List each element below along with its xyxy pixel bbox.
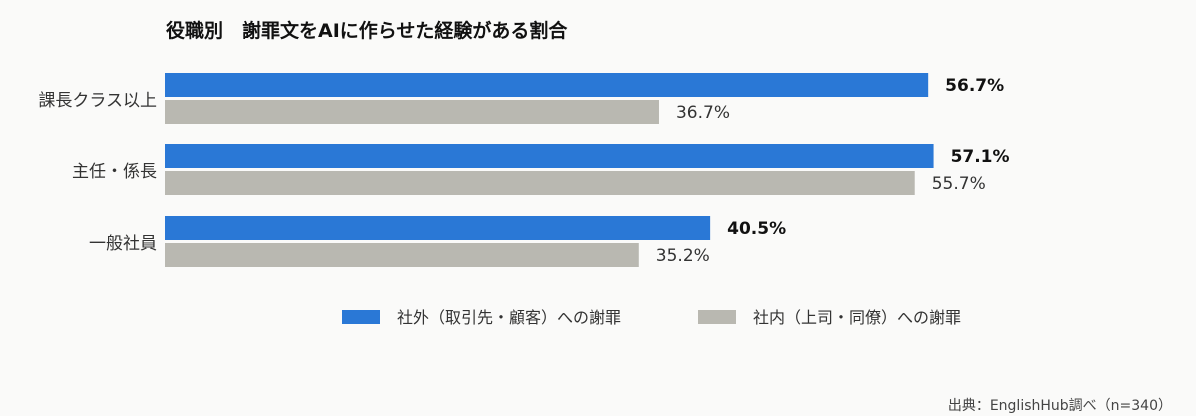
value-label: 55.7%	[932, 174, 986, 194]
legend-swatch	[342, 310, 380, 324]
legend-swatch	[698, 310, 736, 324]
bar-internal-apology	[165, 171, 915, 195]
bar-external-apology	[165, 73, 929, 97]
bar-external-apology	[165, 216, 711, 240]
category-label: 一般社員	[89, 234, 157, 254]
legend-label: 社外（取引先・顧客）への謝罪	[397, 308, 621, 327]
category-label: 主任・係長	[72, 162, 157, 182]
legend: 社外（取引先・顧客）への謝罪 社内（上司・同僚）への謝罪	[342, 308, 961, 327]
legend-label: 社内（上司・同僚）への謝罪	[753, 308, 961, 327]
value-label: 56.7%	[945, 76, 1004, 96]
value-label: 36.7%	[676, 103, 730, 123]
bar-internal-apology	[165, 243, 639, 267]
source-note: 出典：EnglishHub調べ（n=340）	[948, 398, 1172, 414]
value-label: 57.1%	[951, 147, 1010, 167]
chart-title: 役職別 謝罪文をAIに作らせた経験がある割合	[166, 19, 568, 42]
bar-internal-apology	[165, 100, 659, 124]
value-label: 35.2%	[656, 246, 710, 266]
bars-layer: 課長クラス以上 56.7% 36.7% 主任・係長 57.1% 55.7% 一般社員 40.5…	[38, 73, 1010, 267]
bar-external-apology	[165, 144, 934, 168]
category-label: 課長クラス以上	[38, 91, 157, 111]
value-label: 40.5%	[727, 219, 786, 239]
